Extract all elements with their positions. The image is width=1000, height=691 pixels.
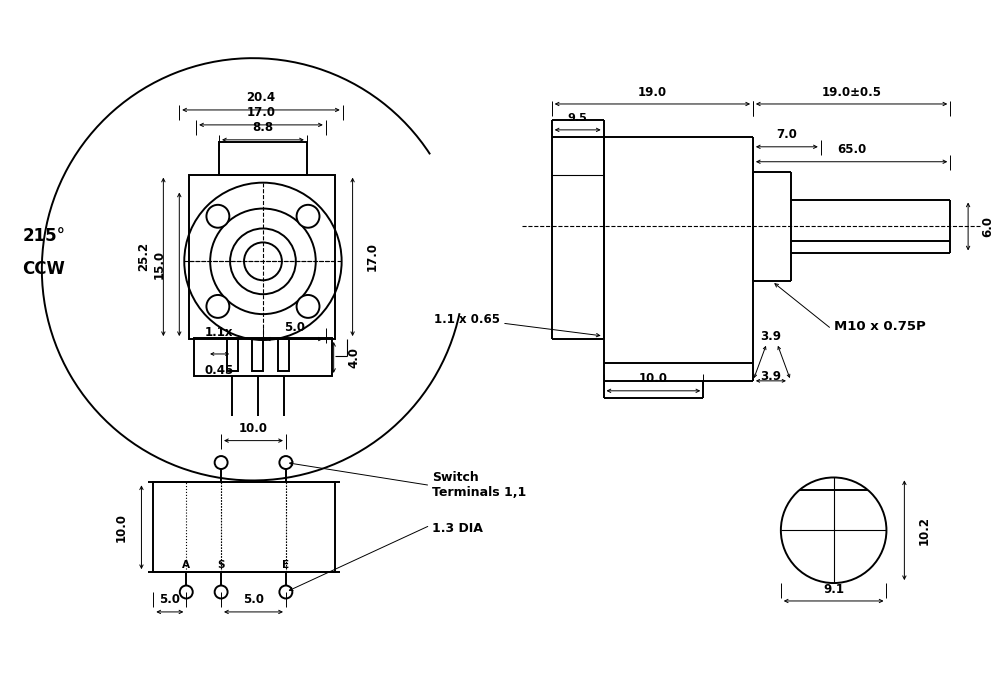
Text: 4.0: 4.0: [347, 347, 360, 368]
Text: E: E: [282, 560, 289, 570]
Text: M10 x 0.75P: M10 x 0.75P: [834, 319, 925, 332]
Text: 15.0: 15.0: [153, 249, 166, 279]
Circle shape: [297, 205, 319, 228]
Text: 1.1x: 1.1x: [205, 326, 233, 339]
Text: Switch
Terminals 1,1: Switch Terminals 1,1: [432, 471, 527, 500]
Bar: [194, 338, 332, 376]
Text: 25.2: 25.2: [137, 243, 150, 272]
Circle shape: [180, 585, 193, 598]
Text: 10.2: 10.2: [918, 515, 931, 545]
Circle shape: [279, 585, 292, 598]
Text: 17.0: 17.0: [366, 243, 379, 272]
Text: 17.0: 17.0: [246, 106, 275, 120]
Text: 9.1: 9.1: [823, 583, 844, 596]
Text: 5.0: 5.0: [159, 594, 180, 607]
Text: 0.45: 0.45: [205, 364, 234, 377]
Bar: [153, 482, 335, 572]
Text: 19.0±0.5: 19.0±0.5: [822, 86, 882, 99]
Bar: [219, 142, 307, 175]
Circle shape: [215, 585, 228, 598]
Text: 8.8: 8.8: [252, 122, 274, 134]
Text: 6.0: 6.0: [982, 216, 995, 237]
Text: 10.0: 10.0: [239, 422, 268, 435]
Bar: [252, 339, 263, 371]
Text: 65.0: 65.0: [837, 143, 866, 156]
Text: 5.0: 5.0: [243, 594, 264, 607]
Text: 3.9: 3.9: [760, 330, 781, 343]
Text: 20.4: 20.4: [246, 91, 276, 104]
Circle shape: [206, 205, 229, 228]
Circle shape: [297, 295, 319, 318]
Text: 7.0: 7.0: [776, 129, 797, 142]
Bar: [278, 339, 289, 371]
Circle shape: [206, 295, 229, 318]
Circle shape: [279, 456, 292, 469]
Text: 1.1 x 0.65: 1.1 x 0.65: [434, 312, 500, 325]
Text: 9.5: 9.5: [568, 113, 588, 123]
Text: 215°: 215°: [22, 227, 65, 245]
Text: CCW: CCW: [22, 261, 65, 278]
Text: 1.3 DIA: 1.3 DIA: [432, 522, 483, 535]
Text: S: S: [217, 560, 225, 570]
Text: 3.9: 3.9: [760, 370, 781, 384]
Circle shape: [215, 456, 228, 469]
Text: 19.0: 19.0: [638, 86, 667, 99]
Text: 5.0: 5.0: [284, 321, 305, 334]
Text: 10.0: 10.0: [639, 372, 668, 386]
Text: 10.0: 10.0: [115, 513, 128, 542]
Bar: [227, 339, 238, 371]
Bar: [189, 175, 335, 339]
Text: A: A: [182, 560, 190, 570]
